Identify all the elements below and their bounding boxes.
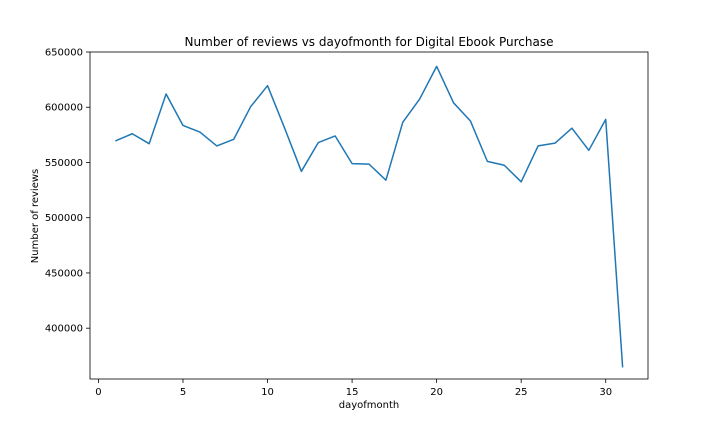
x-tick-label: 0	[95, 387, 101, 398]
y-tick-label: 450000	[45, 268, 83, 279]
y-tick-label: 600000	[45, 103, 83, 114]
chart-title: Number of reviews vs dayofmonth for Digi…	[185, 35, 554, 49]
x-tick-label: 20	[430, 387, 443, 398]
y-tick-label: 550000	[45, 158, 83, 169]
y-tick-label: 500000	[45, 213, 83, 224]
series-line-0	[115, 65, 624, 368]
y-axis-title: Number of reviews	[30, 169, 41, 263]
plot-area	[89, 51, 649, 380]
x-tick-label: 25	[515, 387, 528, 398]
x-tick-label: 10	[261, 387, 274, 398]
x-axis: 0 5 10 15 20 25 30	[95, 379, 612, 398]
y-tick-label: 400000	[45, 324, 83, 335]
x-tick-label: 15	[346, 387, 359, 398]
x-tick-label: 30	[599, 387, 612, 398]
x-axis-title: dayofmonth	[339, 400, 400, 411]
y-axis: 400000 450000 500000 550000 600000 650000	[45, 48, 90, 335]
axes-frame	[89, 51, 649, 380]
x-tick-label: 5	[180, 387, 186, 398]
y-tick-label: 650000	[45, 48, 83, 59]
